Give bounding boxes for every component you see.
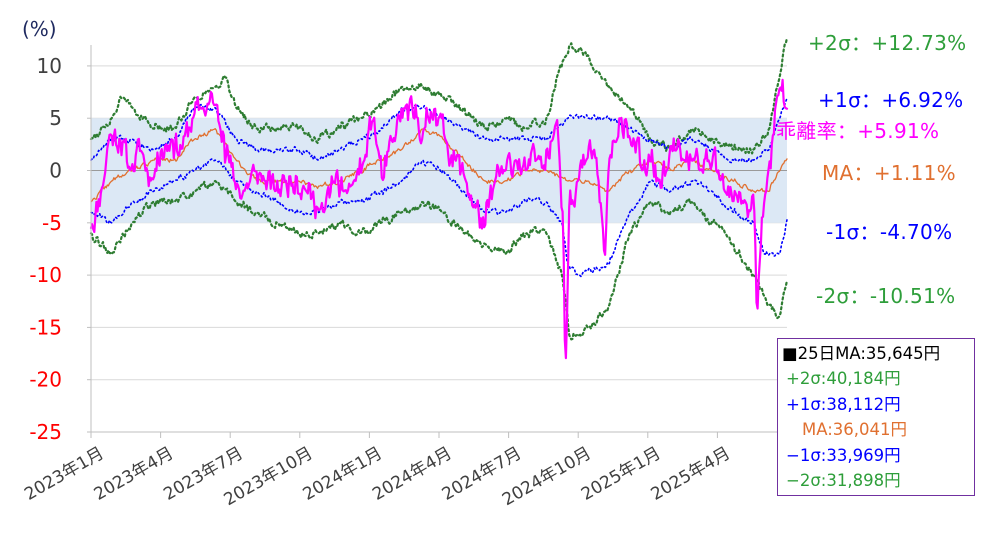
x-tick-labels: 2023年1月2023年4月2023年7月2023年10月2024年1月2024…	[21, 432, 734, 510]
label-ma: MA：+1.11%	[822, 161, 956, 185]
y-tick-labels: 10 5 0 -5 -10 -15 -20 -25	[29, 54, 91, 444]
label-minus1sigma: -1σ：-4.70%	[826, 220, 953, 244]
info-box-minus2sigma: −2σ:31,898円	[786, 471, 901, 491]
x-tick-label-9: 2025年4月	[648, 443, 734, 504]
y-tick-0: 0	[49, 159, 62, 183]
y-tick--5: -5	[42, 211, 62, 235]
ma-price-info-box: ■25日MA:35,645円 +2σ:40,184円 +1σ:38,112円 M…	[777, 338, 975, 496]
info-box-plus2sigma: +2σ:40,184円	[786, 369, 901, 389]
label-plus2sigma: +2σ：+12.73%	[808, 31, 967, 55]
series-lines	[89, 36, 789, 360]
series-line-m1s	[90, 158, 788, 278]
y-tick-5: 5	[49, 106, 62, 130]
series-line-m2s	[89, 179, 789, 341]
y-tick--25: -25	[29, 420, 62, 444]
y-tick-10: 10	[37, 54, 62, 78]
y-tick--20: -20	[29, 368, 62, 392]
series-line-ma	[90, 128, 788, 203]
info-box-ma: MA:36,041円	[802, 420, 908, 440]
info-box-minus1sigma: −1σ:33,969円	[786, 445, 901, 465]
info-box-plus1sigma: +1σ:38,112円	[786, 394, 901, 414]
y-tick--15: -15	[29, 315, 62, 339]
label-minus2sigma: -2σ：-10.51%	[816, 284, 956, 308]
y-tick--10: -10	[29, 263, 62, 287]
label-plus1sigma: +1σ：+6.92%	[818, 88, 964, 112]
y-unit-label: (%)	[22, 17, 57, 41]
label-kairi: 乖離率：+5.91%	[776, 119, 940, 143]
info-box-title: ■25日MA:35,645円	[782, 344, 941, 363]
series-line-kairi	[89, 78, 789, 360]
